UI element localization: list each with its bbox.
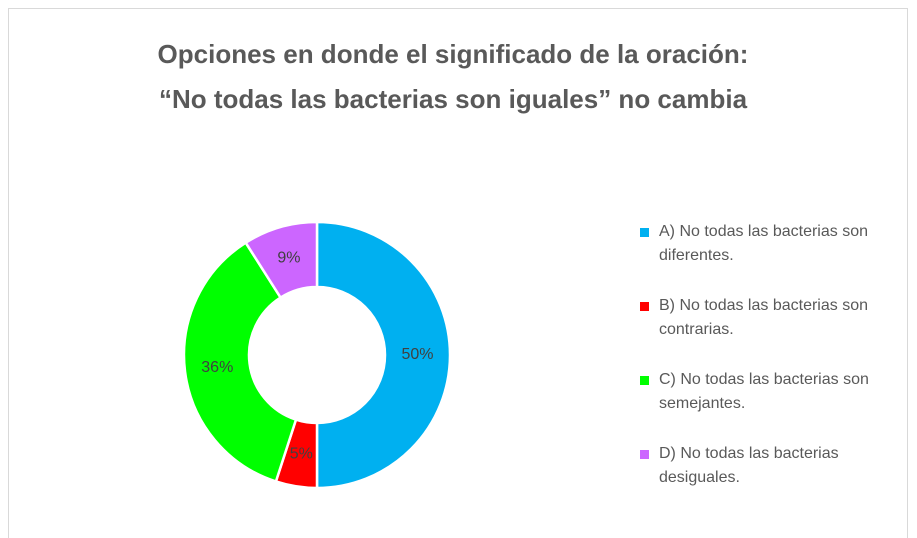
data-label: 50% <box>401 346 433 363</box>
data-label: 36% <box>201 359 233 376</box>
chart-title: Opciones en donde el significado de la o… <box>157 39 749 114</box>
legend-item: A) No todas las bacterias son diferentes… <box>640 220 884 268</box>
legend-swatch <box>640 450 649 459</box>
donut-slice <box>182 240 298 484</box>
legend-item: D) No todas las bacterias desiguales. <box>640 442 884 490</box>
legend-item: B) No todas las bacterias son contrarias… <box>640 294 884 342</box>
legend-swatch <box>640 228 649 237</box>
chart-frame <box>8 8 908 538</box>
legend-item: C) No todas las bacterias son semejantes… <box>640 368 884 416</box>
legend-label: A) No todas las bacterias son diferentes… <box>659 223 868 264</box>
legend-label: B) No todas las bacterias son contrarias… <box>659 297 868 338</box>
data-label: 9% <box>277 250 300 267</box>
legend-swatch <box>640 376 649 385</box>
legend-label: D) No todas las bacterias desiguales. <box>659 445 839 486</box>
legend-label: C) No todas las bacterias son semejantes… <box>659 371 869 412</box>
legend-swatch <box>640 302 649 311</box>
data-label: 5% <box>290 445 313 462</box>
donut-slice <box>244 220 319 300</box>
legend: A) No todas las bacterias son diferentes… <box>640 220 890 516</box>
donut-slice <box>315 220 452 490</box>
